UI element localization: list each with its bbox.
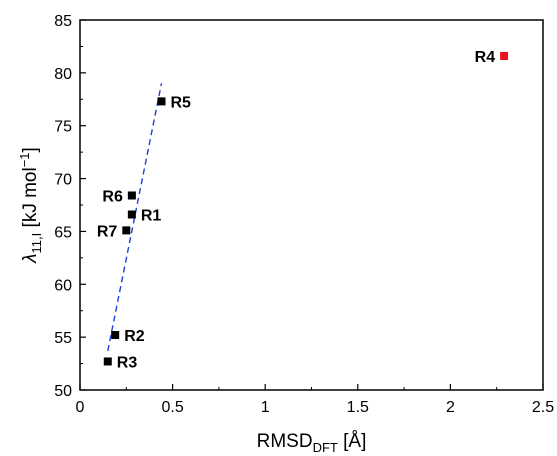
data-point-r3 xyxy=(103,357,112,366)
data-point-r5 xyxy=(157,97,166,106)
x-tick-label: 2 xyxy=(446,399,455,416)
y-tick-label: 75 xyxy=(54,119,72,136)
data-point-r7 xyxy=(122,226,131,235)
data-point-r4 xyxy=(500,51,509,60)
x-axis-title-sub: DFT xyxy=(313,440,338,455)
point-label-r5: R5 xyxy=(170,94,191,111)
y-tick-label: 50 xyxy=(54,383,72,400)
data-points: R1 R2 R3 R4 R5 R6 R7 xyxy=(97,49,509,371)
y-tick-label: 70 xyxy=(54,172,72,189)
y-tick-label: 80 xyxy=(54,66,72,83)
fit-line xyxy=(107,83,163,352)
y-axis-title-end: ] xyxy=(20,147,41,152)
point-label-r4: R4 xyxy=(475,49,496,66)
fit-line-group xyxy=(107,83,163,352)
data-point-r2 xyxy=(111,331,120,340)
y-axis-title: λ11,I [kJ mol−1] xyxy=(17,147,44,264)
y-tick-label: 85 xyxy=(54,13,72,30)
plot-frame xyxy=(79,19,544,391)
x-tick-label: 1.5 xyxy=(347,399,369,416)
x-axis-title: RMSDDFT [Å] xyxy=(257,431,367,455)
y-axis-title-sup: −1 xyxy=(17,152,32,167)
x-tick-label: 0.5 xyxy=(161,399,183,416)
x-axis-title-main: RMSD xyxy=(257,431,313,452)
y-axis-title-unit: [kJ mol xyxy=(20,167,41,232)
point-label-r7: R7 xyxy=(97,223,118,240)
x-axis-title-unit: [Å] xyxy=(338,431,367,452)
y-tick-label: 65 xyxy=(54,224,72,241)
axis-ticks: 0 0.5 1 1.5 2 2.5 50 55 60 65 70 75 80 85 xyxy=(54,13,554,416)
y-axis-title-lambda: λ xyxy=(20,253,41,263)
y-tick-label: 60 xyxy=(54,277,72,294)
data-point-r1 xyxy=(127,210,136,219)
point-label-r6: R6 xyxy=(102,188,123,205)
y-axis-title-sub: 11,I xyxy=(29,233,44,254)
x-tick-label: 1 xyxy=(261,399,270,416)
point-label-r3: R3 xyxy=(117,354,138,371)
data-point-r6 xyxy=(127,191,136,200)
point-label-r2: R2 xyxy=(124,328,145,345)
x-tick-label: 2.5 xyxy=(532,399,554,416)
y-tick-label: 55 xyxy=(54,330,72,347)
point-label-r1: R1 xyxy=(141,208,162,225)
x-tick-label: 0 xyxy=(76,399,85,416)
